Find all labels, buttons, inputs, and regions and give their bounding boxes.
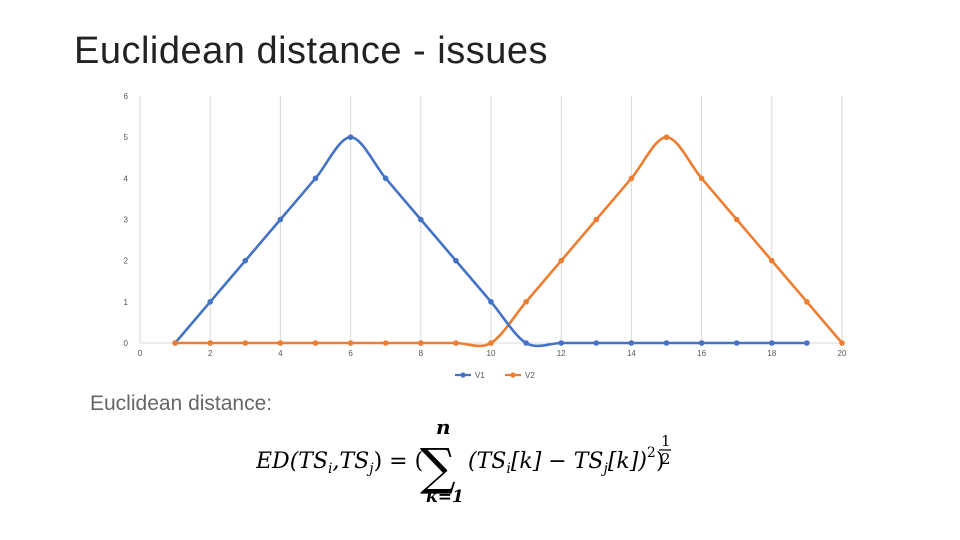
sum-upper-limit: n — [436, 415, 451, 439]
data-point-v2 — [558, 257, 564, 264]
data-point-v1 — [523, 340, 529, 346]
data-point-v2 — [523, 299, 529, 305]
y-tick-label: 0 — [124, 339, 129, 348]
data-point-v1 — [663, 340, 670, 346]
y-tick-label: 3 — [124, 216, 129, 225]
chart-series — [172, 134, 845, 348]
data-point-v1 — [804, 340, 810, 346]
x-tick-label: 10 — [487, 349, 496, 358]
data-point-v2 — [663, 134, 670, 140]
euclidean-label: Euclidean distance: — [90, 392, 273, 415]
data-point-v2 — [242, 340, 249, 346]
data-point-v2 — [418, 340, 424, 346]
data-point-v1 — [558, 340, 564, 346]
data-point-v1 — [347, 134, 354, 140]
data-point-v1 — [698, 340, 705, 346]
power-numerator: 1 — [661, 432, 671, 450]
data-point-v2 — [769, 257, 775, 264]
data-point-v2 — [839, 340, 845, 346]
data-point-v1 — [628, 340, 635, 346]
x-tick-label: 0 — [138, 349, 143, 358]
legend-label: V2 — [525, 371, 535, 380]
data-point-v2 — [804, 299, 810, 305]
data-point-v2 — [207, 340, 213, 346]
x-tick-label: 16 — [697, 349, 706, 358]
euclidean-formula: ED(TSi,TSj) = ( n ∑ k=1 (TSi[k] − TSj[k]… — [256, 415, 671, 507]
x-tick-label: 2 — [208, 349, 213, 358]
data-point-v1 — [769, 340, 775, 346]
series-line-v2 — [175, 135, 843, 348]
data-point-v1 — [207, 299, 213, 305]
legend-marker — [460, 372, 466, 378]
data-point-v2 — [488, 340, 494, 346]
formula-lhs: ED(TSi,TSj) = ( — [256, 449, 423, 477]
data-point-v2 — [347, 340, 354, 346]
data-point-v1 — [312, 175, 319, 182]
data-point-v2 — [312, 340, 319, 346]
y-tick-label: 4 — [124, 174, 129, 183]
data-point-v2 — [628, 175, 635, 182]
chart-legend: V1 V2 — [455, 371, 535, 380]
y-tick-label: 6 — [124, 92, 129, 101]
data-point-v2 — [277, 340, 284, 346]
slide-title: Euclidean distance - issues — [74, 30, 548, 72]
data-point-v1 — [382, 175, 389, 182]
sum-lower-limit: k=1 — [426, 487, 464, 507]
formula-term: (TSi[k] − TSj[k])2) — [468, 445, 664, 477]
data-point-v1 — [418, 216, 424, 223]
data-point-v2 — [593, 216, 600, 223]
x-tick-label: 6 — [348, 349, 353, 358]
data-point-v1 — [488, 299, 494, 305]
x-tick-label: 18 — [767, 349, 776, 358]
data-point-v2 — [698, 175, 705, 182]
x-tick-label: 4 — [278, 349, 283, 358]
data-point-v1 — [277, 216, 284, 223]
data-point-v2 — [172, 340, 178, 346]
x-tick-label: 20 — [838, 349, 847, 358]
x-tick-label: 14 — [627, 349, 636, 358]
y-tick-label: 2 — [124, 257, 129, 266]
data-point-v1 — [242, 257, 249, 264]
data-point-v1 — [733, 340, 740, 346]
data-point-v2 — [453, 340, 459, 346]
power-denominator: 2 — [661, 450, 671, 468]
data-point-v2 — [382, 340, 389, 346]
y-tick-label: 5 — [124, 133, 129, 142]
data-point-v1 — [453, 257, 459, 264]
x-tick-label: 12 — [557, 349, 566, 358]
legend-label: V1 — [475, 371, 485, 380]
y-tick-label: 1 — [124, 298, 129, 307]
data-point-v1 — [593, 340, 600, 346]
x-tick-label: 8 — [419, 349, 424, 358]
sum-symbol: ∑ — [420, 438, 456, 496]
legend-marker — [510, 372, 516, 378]
data-point-v2 — [733, 216, 740, 223]
